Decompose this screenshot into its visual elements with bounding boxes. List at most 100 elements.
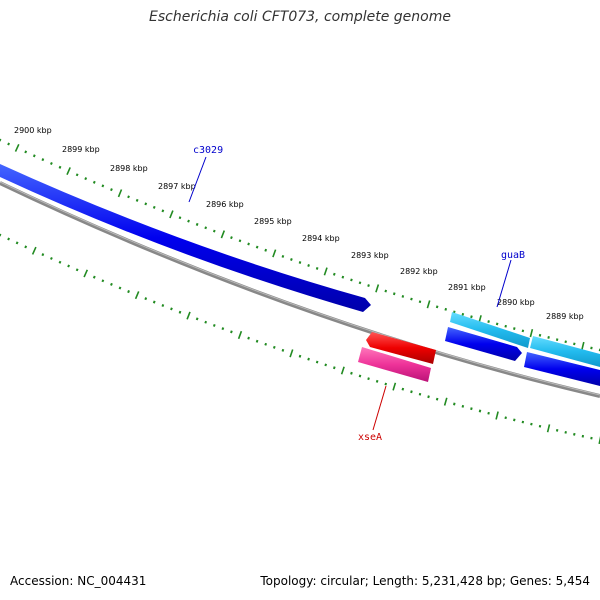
minor-tick — [521, 420, 525, 424]
gene-xsea-leader — [372, 385, 387, 431]
minor-tick — [384, 289, 388, 293]
minor-tick — [0, 138, 2, 142]
major-tick — [443, 397, 448, 406]
major-tick — [392, 382, 397, 391]
major-tick — [323, 267, 328, 276]
minor-tick — [187, 219, 190, 223]
minor-tick — [75, 268, 79, 272]
outer-tick-ruler — [0, 138, 600, 352]
major-tick — [237, 330, 243, 340]
minor-tick — [212, 323, 216, 327]
gene-blue-right-arrow[interactable] — [524, 352, 600, 386]
minor-tick — [341, 275, 345, 279]
minor-tick — [410, 297, 413, 301]
minor-tick — [118, 286, 122, 290]
minor-tick — [315, 360, 319, 364]
minor-tick — [7, 237, 11, 241]
inner-tick-ruler — [0, 233, 600, 445]
minor-tick — [41, 253, 45, 257]
minor-tick — [204, 320, 208, 324]
minor-tick — [58, 165, 62, 169]
genome-backbone-highlight — [0, 181, 600, 396]
minor-tick — [135, 198, 139, 202]
minor-tick — [238, 239, 242, 243]
ruler-label: 2900 kbp — [14, 126, 52, 135]
minor-tick — [247, 336, 250, 340]
minor-tick — [75, 173, 79, 177]
gene-red-arrow[interactable] — [366, 332, 436, 364]
minor-tick — [435, 397, 439, 401]
minor-tick — [15, 241, 19, 245]
minor-tick — [367, 284, 370, 287]
minor-tick — [410, 390, 413, 394]
minor-tick — [170, 307, 173, 311]
minor-tick — [367, 377, 370, 381]
minor-tick — [204, 226, 208, 230]
minor-tick — [590, 346, 593, 350]
minor-tick — [461, 312, 465, 316]
minor-tick — [230, 236, 233, 240]
minor-tick — [350, 278, 353, 282]
minor-tick — [555, 428, 559, 432]
minor-tick — [298, 261, 302, 264]
minor-tick — [350, 371, 353, 375]
ruler-label: 2890 kbp — [497, 298, 535, 307]
minor-tick — [178, 216, 182, 220]
minor-tick — [281, 254, 285, 258]
minor-tick — [401, 295, 405, 298]
minor-tick — [521, 329, 525, 333]
minor-tick — [324, 363, 328, 367]
minor-tick — [290, 258, 293, 261]
minor-tick — [487, 320, 490, 323]
minor-tick — [392, 292, 396, 296]
gene-label-xsea[interactable]: xseA — [358, 432, 382, 443]
minor-tick — [564, 430, 567, 434]
topology-text: Topology: circular; Length: 5,231,428 bp… — [260, 574, 590, 588]
minor-tick — [453, 402, 456, 406]
minor-tick — [32, 154, 36, 158]
minor-tick — [195, 222, 199, 226]
gene-label-c3029[interactable]: c3029 — [193, 145, 223, 156]
gene-xsea-arrow[interactable] — [358, 347, 431, 382]
major-tick — [272, 249, 277, 258]
gene-c3029-arrow[interactable] — [0, 164, 371, 312]
minor-tick — [564, 340, 567, 344]
ruler-label: 2892 kbp — [400, 267, 438, 276]
map-title: Escherichia coli CFT073, complete genome — [149, 9, 451, 25]
major-tick — [31, 246, 37, 255]
minor-tick — [538, 424, 542, 428]
gene-cyan-arrow[interactable] — [530, 336, 600, 367]
minor-tick — [49, 161, 53, 166]
minor-tick — [281, 348, 285, 352]
minor-tick — [67, 264, 71, 268]
gene-guab-arrow[interactable] — [450, 312, 530, 348]
minor-tick — [504, 416, 507, 420]
major-tick — [426, 300, 431, 309]
ruler-label: 2891 kbp — [448, 283, 486, 292]
minor-tick — [315, 267, 319, 270]
gene-label-guab[interactable]: guaB — [501, 250, 525, 261]
minor-tick — [470, 407, 473, 411]
major-tick — [546, 424, 551, 433]
minor-tick — [573, 342, 576, 346]
minor-tick — [358, 374, 362, 378]
minor-tick — [161, 304, 165, 307]
ruler-labels: 2900 kbp 2899 kbp 2898 kbp 2897 kbp 2896 kbp… — [14, 126, 584, 321]
major-tick — [134, 291, 140, 300]
major-tick — [598, 436, 600, 445]
ruler-label: 2896 kbp — [206, 200, 244, 209]
minor-tick — [307, 264, 310, 267]
minor-tick — [127, 290, 130, 294]
gene-blue-small-arrow[interactable] — [445, 327, 522, 361]
minor-tick — [41, 158, 45, 162]
minor-tick — [470, 315, 473, 319]
minor-tick — [272, 345, 276, 349]
major-tick — [14, 143, 20, 152]
minor-tick — [152, 205, 156, 209]
minor-tick — [92, 275, 96, 279]
major-tick — [289, 349, 294, 358]
ruler-label: 2898 kbp — [110, 164, 148, 173]
minor-tick — [101, 184, 105, 188]
minor-tick — [478, 409, 482, 413]
major-tick — [83, 269, 89, 278]
